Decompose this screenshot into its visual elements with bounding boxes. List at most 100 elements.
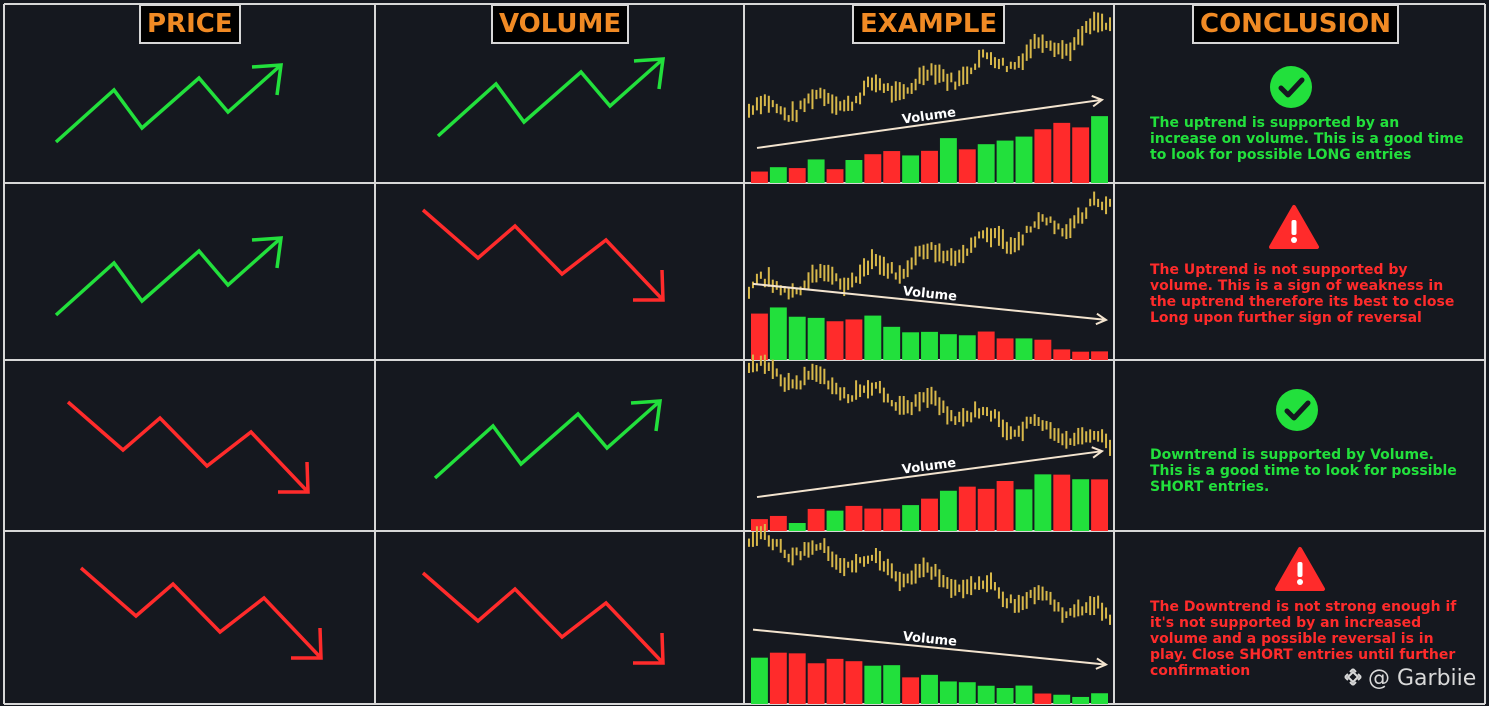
volume-bar	[939, 334, 957, 360]
volume-bar	[845, 661, 863, 704]
volume-bar	[1015, 338, 1033, 360]
price-arrow-row-3	[66, 400, 310, 494]
volume-bar	[1053, 474, 1071, 531]
check-circle-icon	[1276, 389, 1318, 431]
volume-bar	[902, 155, 920, 183]
volume-bar	[883, 665, 901, 704]
volume-bar	[751, 171, 768, 183]
warning-bar	[1297, 562, 1303, 577]
warning-triangle-icon	[1269, 205, 1319, 249]
volume-trend-arrowhead	[1091, 94, 1105, 108]
arrow-head	[278, 461, 310, 494]
arrow-head	[630, 399, 663, 432]
price-candles	[747, 354, 1112, 456]
conclusion-text-row-1: The uptrend is supported by an increase …	[1150, 115, 1464, 163]
volume-bar	[1015, 489, 1033, 531]
trend-line	[66, 400, 310, 494]
example-chart-row-2: Volume	[747, 191, 1112, 360]
volume-trend-arrow	[756, 450, 1103, 499]
watermark-text: @ Garbiie	[1368, 666, 1477, 691]
volume-bar	[902, 677, 920, 704]
arrow-head	[251, 236, 284, 269]
volume-trend-arrowhead	[1095, 312, 1109, 326]
volume-annotation-label: Volume	[902, 284, 958, 304]
table-cells: Volume Volume Volume Volume	[54, 11, 1325, 704]
volume-bar	[883, 326, 901, 360]
volume-bar	[1053, 349, 1071, 360]
volume-bar	[921, 150, 938, 183]
volume-bar	[769, 307, 787, 360]
trend-line	[436, 57, 665, 138]
volume-bar	[751, 313, 768, 360]
volume-bar	[807, 663, 825, 704]
volume-bar	[788, 523, 806, 531]
volume-bars	[751, 116, 1108, 183]
price-candles	[747, 191, 1112, 300]
check-circle	[1270, 66, 1312, 108]
volume-bar	[958, 335, 976, 360]
volume-bar	[958, 682, 976, 704]
volume-bar	[807, 159, 825, 183]
volume-bar	[826, 321, 844, 360]
volume-bar	[1034, 693, 1052, 704]
volume-bar	[939, 138, 957, 183]
volume-bar	[902, 332, 920, 360]
volume-bar	[977, 144, 995, 183]
warning-triangle-icon	[1275, 547, 1325, 591]
volume-bar	[1091, 479, 1108, 531]
check-circle-icon	[1270, 66, 1312, 108]
volume-annotation-label: Volume	[901, 456, 957, 478]
volume-bar	[939, 681, 957, 704]
volume-bar	[902, 505, 920, 531]
volume-arrow-row-4	[421, 571, 665, 665]
price-arrow-row-4	[79, 566, 323, 660]
volume-annotation-label: Volume	[902, 629, 958, 649]
volume-bar	[807, 508, 825, 531]
volume-bar	[1034, 339, 1052, 360]
volume-bar	[788, 316, 806, 360]
volume-bar	[845, 319, 863, 360]
volume-bar	[1015, 685, 1033, 704]
check-circle	[1276, 389, 1318, 431]
trend-line	[433, 399, 662, 480]
volume-bar	[845, 160, 863, 183]
volume-bar	[751, 657, 768, 704]
price-arrow-row-2	[54, 236, 284, 317]
price-candles	[747, 11, 1112, 123]
volume-bar	[864, 154, 882, 183]
example-chart-row-1: Volume	[747, 11, 1112, 183]
arrow-head	[633, 269, 665, 302]
volume-bar	[921, 331, 938, 360]
volume-bar	[1015, 136, 1033, 183]
volume-bar	[769, 167, 787, 183]
volume-annotation-label: Volume	[901, 105, 957, 127]
trend-line	[421, 208, 665, 302]
price-candles	[747, 524, 1112, 625]
check-mark	[1278, 77, 1305, 98]
arrow-head	[633, 57, 666, 90]
volume-bars	[751, 307, 1108, 360]
conclusion-text-row-2: The Uptrend is not supported by volume. …	[1150, 262, 1455, 326]
watermark: @ Garbiie	[1342, 666, 1476, 691]
volume-bar	[921, 674, 938, 704]
header-price: PRICE	[139, 4, 241, 44]
volume-bar	[807, 317, 825, 360]
trend-line	[54, 236, 283, 317]
volume-trend-arrow	[752, 282, 1107, 321]
arrow-head	[291, 627, 323, 660]
volume-bar	[977, 685, 995, 704]
example-chart-row-4: Volume	[747, 524, 1112, 704]
volume-bar	[996, 688, 1014, 704]
warning-dot	[1297, 579, 1303, 585]
price-arrow-row-1	[54, 63, 284, 144]
volume-bar	[845, 505, 863, 531]
volume-bar	[864, 315, 882, 360]
volume-bar	[1072, 127, 1090, 183]
header-volume: VOLUME	[491, 4, 630, 44]
volume-bars	[751, 652, 1108, 704]
trend-line	[421, 571, 665, 665]
warning-dot	[1291, 237, 1297, 243]
volume-bar	[826, 658, 844, 704]
volume-bar	[769, 515, 787, 531]
